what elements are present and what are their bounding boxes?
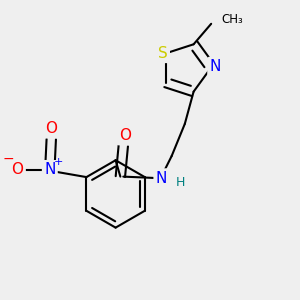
Text: N: N <box>156 171 167 186</box>
Text: N: N <box>209 59 221 74</box>
Text: −: − <box>3 152 15 166</box>
Text: H: H <box>176 176 185 189</box>
Text: S: S <box>158 46 168 61</box>
Text: O: O <box>119 128 131 143</box>
Text: N: N <box>44 162 56 177</box>
Text: O: O <box>12 162 24 177</box>
Text: +: + <box>53 157 63 166</box>
Text: CH₃: CH₃ <box>221 13 243 26</box>
Text: O: O <box>45 121 57 136</box>
